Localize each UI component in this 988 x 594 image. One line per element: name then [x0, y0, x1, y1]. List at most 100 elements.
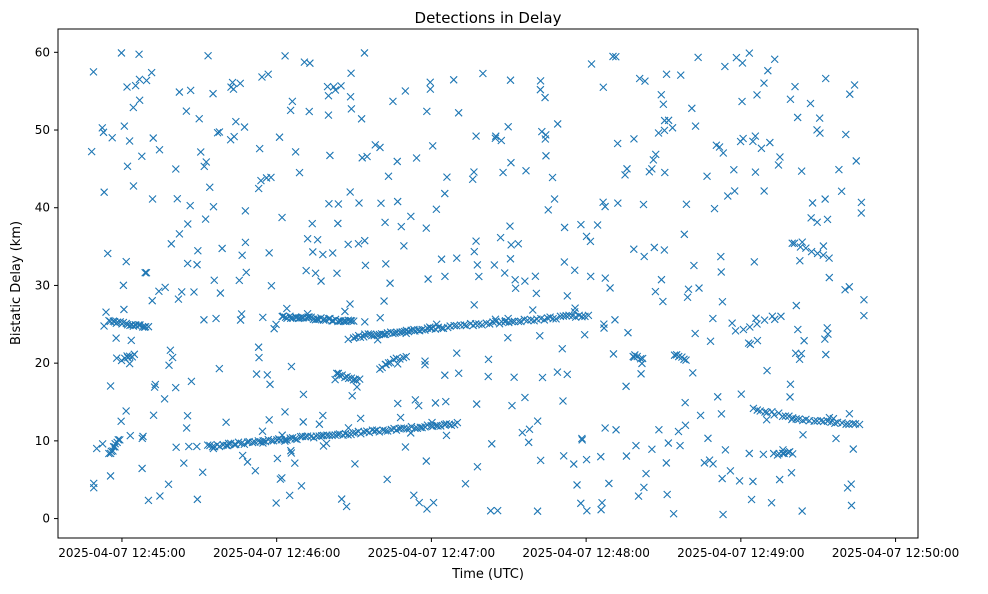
track-point: [578, 312, 586, 321]
clutter-point: [258, 313, 267, 322]
clutter-point: [718, 474, 727, 483]
clutter-point: [322, 439, 331, 448]
clutter-point: [305, 107, 314, 116]
clutter-point: [426, 78, 435, 87]
track-point: [682, 356, 690, 365]
clutter-point: [823, 215, 832, 224]
track-point: [849, 419, 857, 428]
clutter-point: [821, 74, 830, 83]
clutter-point: [333, 219, 342, 228]
clutter-point: [669, 509, 678, 518]
x-tick-label: 2025-04-07 12:50:00: [832, 546, 959, 560]
clutter-point: [662, 459, 671, 467]
track-point: [810, 417, 819, 426]
clutter-point: [596, 452, 605, 461]
clutter-point: [351, 459, 359, 468]
clutter-point: [762, 415, 771, 424]
clutter-point: [235, 276, 244, 285]
clutter-point: [142, 268, 151, 277]
clutter-point: [160, 394, 169, 403]
clutter-point: [684, 285, 693, 294]
clutter-point: [710, 204, 719, 213]
clutter-point: [376, 143, 384, 152]
clutter-point: [470, 301, 479, 309]
clutter-point: [657, 90, 666, 99]
clutter-point: [777, 312, 785, 321]
clutter-point: [303, 234, 312, 243]
clutter-point: [604, 479, 613, 488]
track-point: [549, 314, 558, 323]
clutter-point: [317, 277, 325, 285]
clutter-point: [297, 481, 306, 490]
track-point: [319, 316, 328, 325]
clutter-point: [694, 53, 703, 62]
clutter-point: [791, 82, 799, 91]
y-tick-label: 40: [35, 201, 50, 215]
track-point: [680, 355, 688, 364]
track-point: [489, 318, 497, 326]
track-point: [293, 435, 301, 444]
clutter-point: [126, 431, 135, 440]
clutter-point: [468, 175, 477, 184]
clutter-point: [726, 466, 735, 475]
clutter-point: [687, 104, 696, 113]
clutter-point: [660, 246, 669, 254]
clutter-point: [823, 323, 832, 332]
track-point: [453, 418, 462, 427]
clutter-point: [204, 51, 212, 60]
clutter-point: [651, 287, 660, 296]
clutter-point: [797, 349, 806, 358]
clutter-point: [670, 351, 679, 360]
y-tick-label: 20: [35, 356, 50, 370]
x-tick-label: 2025-04-07 12:45:00: [58, 546, 185, 560]
clutter-point: [318, 411, 327, 420]
track-point: [442, 419, 451, 428]
track-point: [237, 439, 246, 448]
clutter-point: [306, 59, 314, 68]
clutter-point: [690, 261, 698, 270]
clutter-point: [441, 272, 449, 281]
clutter-point: [860, 295, 868, 304]
clutter-point: [357, 114, 366, 123]
clutter-point: [184, 442, 193, 451]
clutter-point: [738, 59, 747, 67]
clutter-point: [553, 368, 562, 377]
track-point: [819, 251, 828, 260]
clutter-point: [493, 506, 502, 515]
x-tick-label: 2025-04-07 12:47:00: [368, 546, 495, 560]
track-point: [404, 327, 413, 336]
clutter-point: [504, 122, 513, 131]
track-point: [731, 327, 740, 335]
track-point: [311, 315, 320, 324]
track-point: [398, 327, 407, 336]
clutter-point: [696, 411, 705, 420]
clutter-point: [496, 233, 505, 242]
clutter-point: [236, 316, 245, 324]
track-point: [781, 412, 790, 421]
clutter-point: [422, 107, 431, 116]
clutter-point: [582, 455, 591, 464]
track-point: [279, 312, 288, 321]
track-point: [339, 317, 348, 326]
clutter-point: [120, 122, 129, 130]
clutter-point: [449, 75, 458, 84]
clutter-point: [251, 466, 260, 475]
clutter-point: [639, 200, 648, 209]
clutter-point: [131, 81, 140, 90]
clutter-point: [183, 220, 192, 228]
track-point: [248, 438, 257, 447]
clutter-point: [703, 172, 711, 181]
clutter-point: [287, 449, 296, 457]
clutter-point: [719, 149, 728, 157]
clutter-point: [580, 330, 589, 339]
clutter-point: [167, 239, 176, 248]
clutter-point: [165, 361, 173, 370]
clutter-point: [380, 297, 388, 305]
clutter-point: [347, 69, 355, 78]
clutter-point: [815, 114, 824, 123]
clutter-point: [127, 336, 136, 345]
track-point: [460, 320, 469, 329]
clutter-point: [506, 254, 515, 263]
clutter-point: [654, 129, 663, 137]
clutter-point: [850, 81, 859, 89]
